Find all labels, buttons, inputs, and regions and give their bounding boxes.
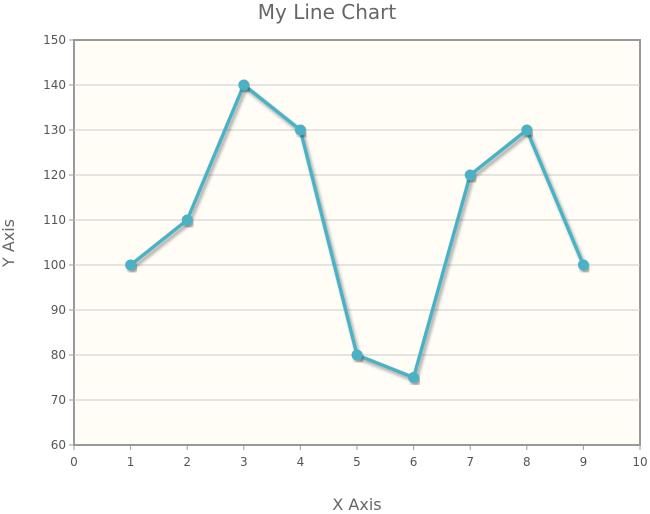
data-point [125, 259, 137, 271]
x-tick-label: 4 [297, 455, 305, 469]
x-tick-label: 1 [127, 455, 135, 469]
x-tick-label: 7 [466, 455, 474, 469]
y-tick-label: 100 [43, 258, 66, 272]
x-tick-label: 0 [70, 455, 78, 469]
x-tick-label: 3 [240, 455, 248, 469]
y-tick-label: 130 [43, 123, 66, 137]
y-tick-label: 60 [51, 438, 66, 452]
y-tick-label: 120 [43, 168, 66, 182]
y-tick-label: 70 [51, 393, 66, 407]
x-axis-label: X Axis [332, 495, 381, 514]
x-axis: 0 1 2 3 4 5 6 7 8 9 10 [70, 445, 648, 469]
y-tick-label: 150 [43, 33, 66, 47]
series-group [125, 79, 589, 383]
x-tick-label: 9 [580, 455, 588, 469]
y-tick-label: 110 [43, 213, 66, 227]
x-tick-label: 2 [183, 455, 191, 469]
x-tick-label: 6 [410, 455, 418, 469]
data-point [351, 349, 363, 361]
y-axis: 60 70 80 90 100 110 120 130 140 150 [43, 33, 74, 452]
chart-title: My Line Chart [258, 0, 397, 24]
data-point [238, 79, 250, 91]
data-point [577, 259, 589, 271]
data-point [181, 214, 193, 226]
x-tick-label: 8 [523, 455, 531, 469]
data-point [294, 124, 306, 136]
data-point [408, 372, 420, 383]
data-point [521, 124, 533, 136]
x-tick-label: 10 [632, 455, 647, 469]
x-tick-label: 5 [353, 455, 361, 469]
y-axis-label: Y Axis [0, 219, 18, 268]
data-point [464, 169, 476, 181]
y-tick-label: 140 [43, 78, 66, 92]
y-tick-label: 90 [51, 303, 66, 317]
plot-area [73, 39, 641, 446]
y-tick-label: 80 [51, 348, 66, 362]
